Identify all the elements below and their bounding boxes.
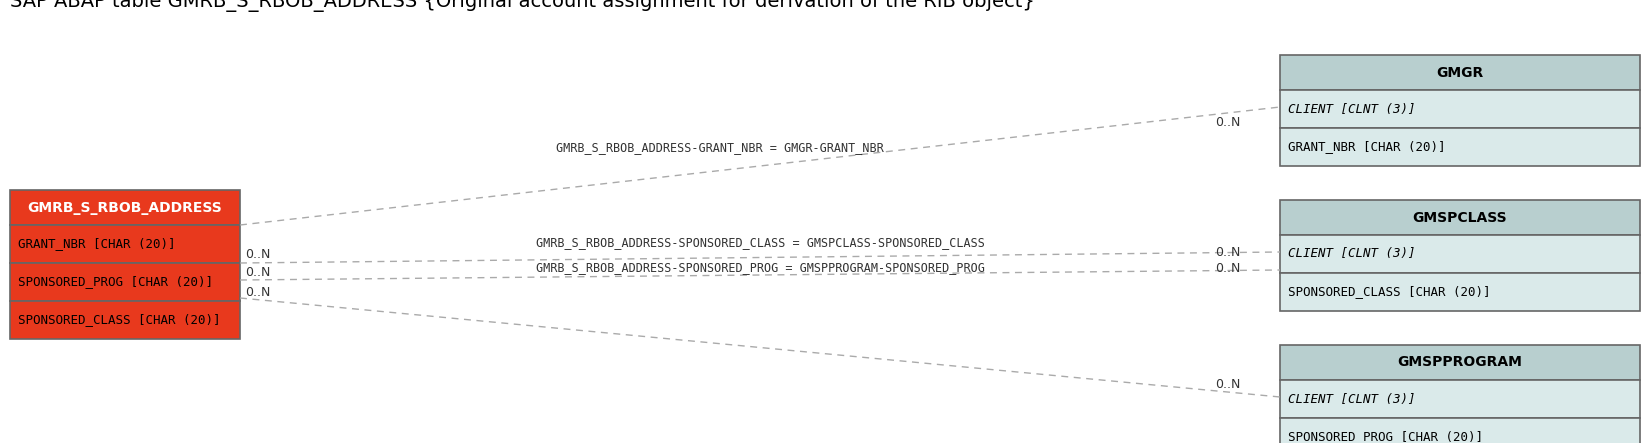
Bar: [1280, 273, 1639, 311]
Text: CLIENT [CLNT (3)]: CLIENT [CLNT (3)]: [1288, 392, 1415, 405]
Text: GMRB_S_RBOB_ADDRESS: GMRB_S_RBOB_ADDRESS: [28, 201, 223, 214]
Text: SPONSORED_CLASS [CHAR (20)]: SPONSORED_CLASS [CHAR (20)]: [1288, 285, 1491, 299]
Text: GRANT_NBR [CHAR (20)]: GRANT_NBR [CHAR (20)]: [18, 237, 175, 250]
Text: GMRB_S_RBOB_ADDRESS-SPONSORED_PROG = GMSPPROGRAM-SPONSORED_PROG: GMRB_S_RBOB_ADDRESS-SPONSORED_PROG = GMS…: [535, 261, 984, 275]
Bar: [10, 263, 239, 301]
Text: GMRB_S_RBOB_ADDRESS-GRANT_NBR = GMGR-GRANT_NBR: GMRB_S_RBOB_ADDRESS-GRANT_NBR = GMGR-GRA…: [556, 141, 883, 155]
Text: GMRB_S_RBOB_ADDRESS-SPONSORED_CLASS = GMSPCLASS-SPONSORED_CLASS: GMRB_S_RBOB_ADDRESS-SPONSORED_CLASS = GM…: [535, 237, 984, 249]
Text: CLIENT [CLNT (3)]: CLIENT [CLNT (3)]: [1288, 248, 1415, 260]
Text: 0..N: 0..N: [244, 265, 271, 279]
Text: 0..N: 0..N: [244, 249, 271, 261]
Text: GMSPPROGRAM: GMSPPROGRAM: [1397, 355, 1522, 369]
Text: GRANT_NBR [CHAR (20)]: GRANT_NBR [CHAR (20)]: [1288, 140, 1446, 154]
Text: SPONSORED_PROG [CHAR (20)]: SPONSORED_PROG [CHAR (20)]: [18, 276, 213, 288]
Bar: [10, 225, 239, 263]
Bar: [1280, 128, 1639, 166]
Text: 0..N: 0..N: [1215, 116, 1240, 128]
Text: CLIENT [CLNT (3)]: CLIENT [CLNT (3)]: [1288, 102, 1415, 116]
Text: SPONSORED_PROG [CHAR (20)]: SPONSORED_PROG [CHAR (20)]: [1288, 431, 1483, 443]
Bar: [1280, 235, 1639, 273]
Text: SPONSORED_CLASS [CHAR (20)]: SPONSORED_CLASS [CHAR (20)]: [18, 314, 221, 326]
Bar: [10, 301, 239, 339]
Bar: [1280, 380, 1639, 418]
Bar: [1280, 55, 1639, 90]
Bar: [10, 190, 239, 225]
Bar: [1280, 200, 1639, 235]
Text: 0..N: 0..N: [1215, 261, 1240, 275]
Bar: [1280, 90, 1639, 128]
Text: GMSPCLASS: GMSPCLASS: [1413, 210, 1507, 225]
Bar: [1280, 418, 1639, 443]
Text: SAP ABAP table GMRB_S_RBOB_ADDRESS {Original account assignment for derivation o: SAP ABAP table GMRB_S_RBOB_ADDRESS {Orig…: [10, 0, 1035, 12]
Bar: [1280, 345, 1639, 380]
Text: GMGR: GMGR: [1436, 66, 1484, 79]
Text: 0..N: 0..N: [1215, 378, 1240, 392]
Text: 0..N: 0..N: [1215, 245, 1240, 259]
Text: 0..N: 0..N: [244, 285, 271, 299]
